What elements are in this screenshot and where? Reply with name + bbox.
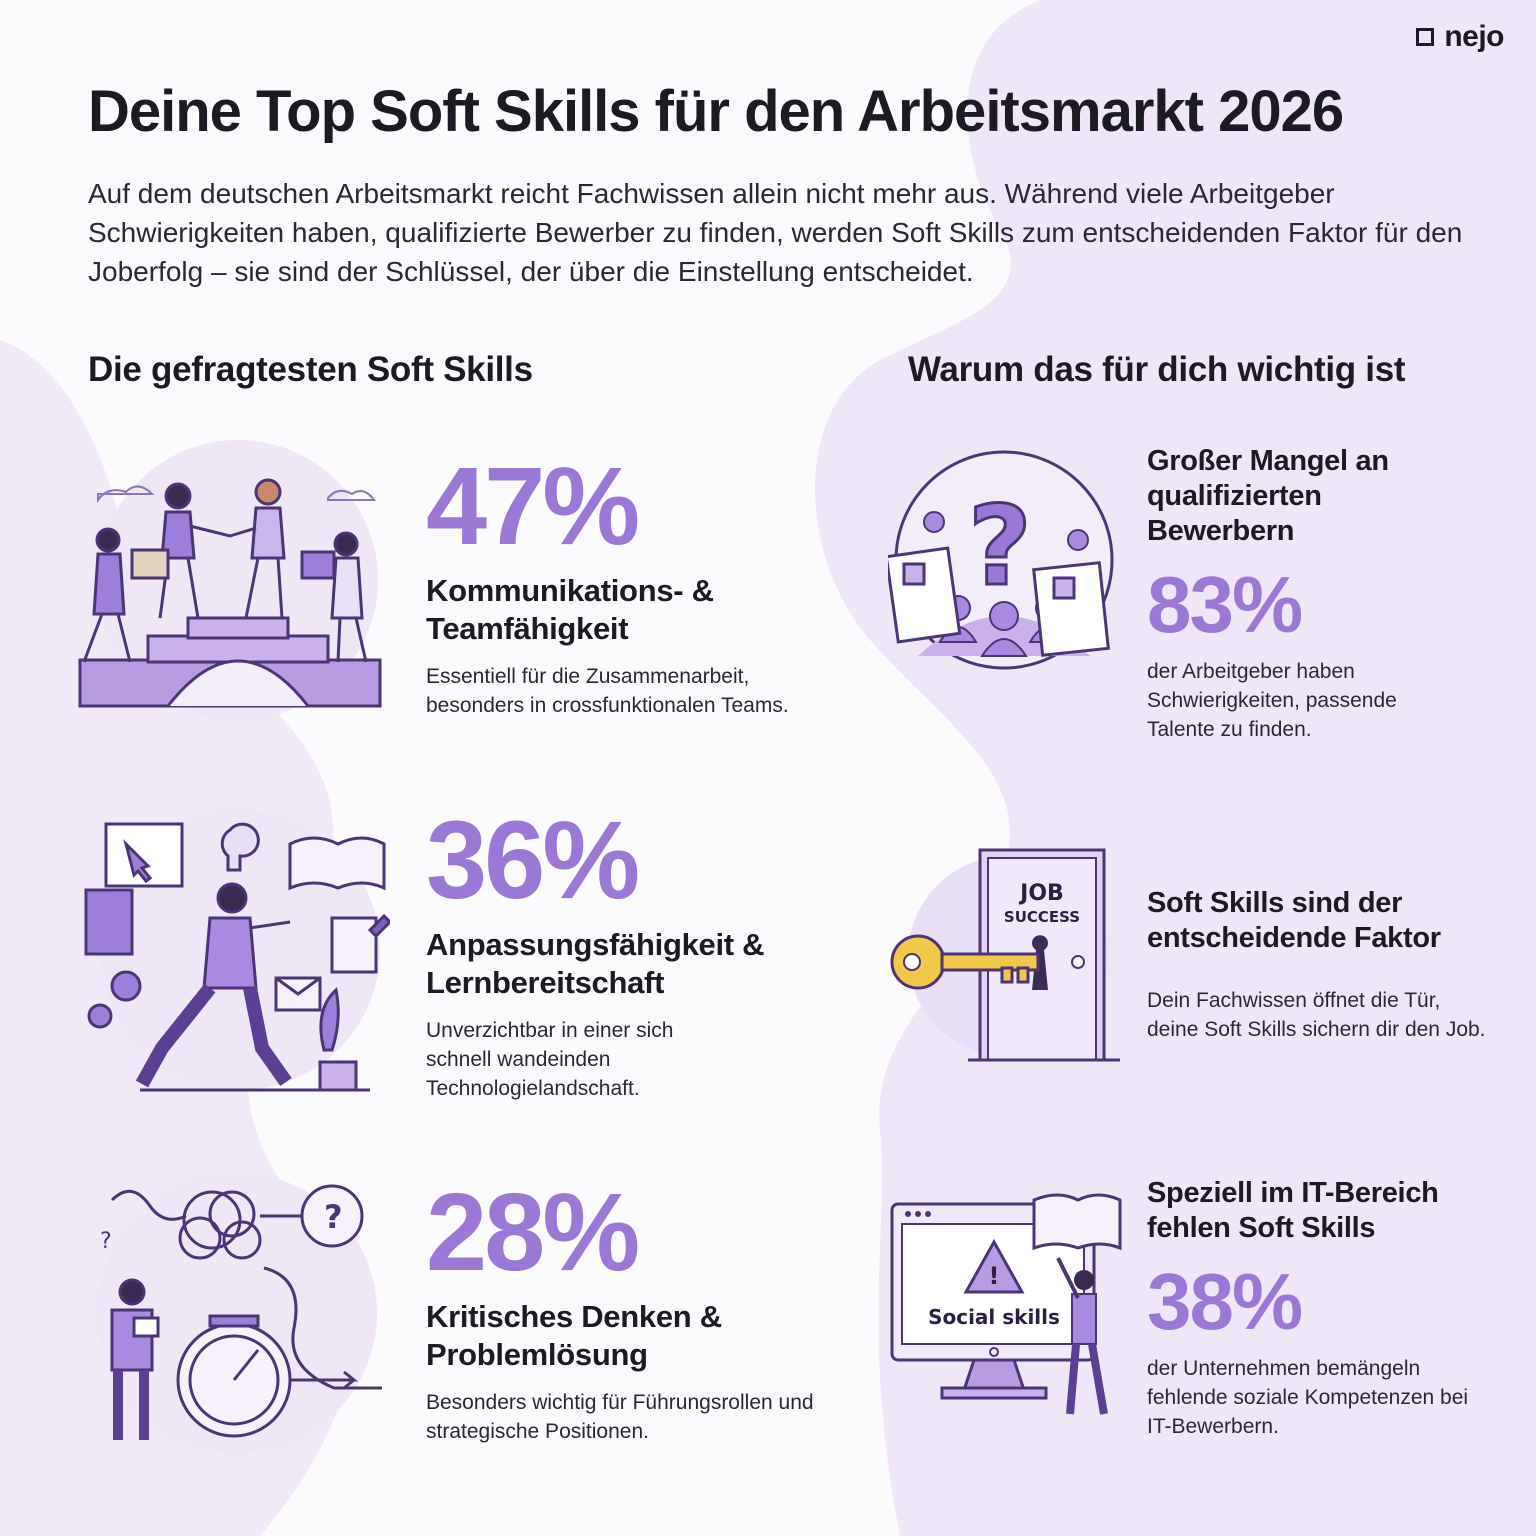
skill-title: Kritisches Denken & Problemlösung [426,1299,722,1372]
skill-title: Anpassungsfähigkeit & Lernbereitschaft [426,927,765,1000]
logo-square-icon [1416,28,1435,46]
key-door-icon: JOB SUCCESS [890,848,1120,1062]
reason-card: Großer Mangel an qualifizierten Bewerber… [1147,444,1487,744]
reason-text: Dein Fachwissen öffnet die Tür, deine So… [1147,989,1486,1041]
skill-description: Unverzichtbar in einer sich schnell wand… [426,1019,674,1100]
svg-text:!: ! [989,1262,1000,1290]
left-column-heading: Die gefragtesten Soft Skills [88,350,533,389]
svg-text:?: ? [968,482,1032,610]
skill-percent: 36% [426,799,640,922]
problem-solving-icon: ? ? [97,1173,382,1453]
skill-card: 47% Kommunikations- & Teamfähigkeit Esse… [426,452,866,720]
reason-title: Großer Mangel an qualifizierten Bewerber… [1147,445,1389,547]
reason-text: der Unternehmen bemängeln fehlende sozia… [1147,1357,1469,1438]
skill-percent: 28% [426,1171,640,1294]
svg-text:?: ? [324,1198,343,1236]
skill-percent: 47% [426,445,640,568]
reason-title: Soft Skills sind der entscheidende Fakto… [1147,887,1441,954]
page-title: Deine Top Soft Skills für den Arbeitsmar… [88,79,1344,144]
skill-card: 28% Kritisches Denken & Problemlösung Be… [426,1178,866,1446]
door-label-top: JOB [1018,881,1064,906]
intro-text: Auf dem deutschen Arbeitsmarkt reicht Fa… [88,178,1463,287]
brand-name: nejo [1444,20,1504,53]
svg-text:?: ? [100,1229,112,1254]
skill-card: 36% Anpassungsfähigkeit & Lernbereitscha… [426,806,866,1103]
team-bridge-icon [78,440,382,720]
learning-person-icon [84,810,390,1092]
monitor-warning-icon: ! Social skills [890,1193,1122,1415]
brand-logo: nejo [1416,20,1504,54]
skill-description: Essentiell für die Zusammenarbeit, beson… [426,665,789,717]
reason-title: Speziell im IT-Bereich fehlen Soft Skill… [1147,1177,1439,1244]
reason-text: der Arbeitgeber haben Schwierigkeiten, p… [1147,660,1397,741]
reason-card: Speziell im IT-Bereich fehlen Soft Skill… [1147,1176,1487,1441]
door-label-bottom: SUCCESS [1004,908,1080,926]
reason-percent: 38% [1147,1257,1303,1346]
screen-label: Social skills [928,1305,1060,1329]
reason-card: Soft Skills sind der entscheidende Fakto… [1147,886,1487,1044]
right-column-heading: Warum das für dich wichtig ist [908,350,1406,389]
skill-title: Kommunikations- & Teamfähigkeit [426,573,714,646]
candidate-question-icon: ? [888,450,1114,670]
reason-percent: 83% [1147,560,1303,649]
skill-description: Besonders wichtig für Führungsrollen und… [426,1391,814,1443]
